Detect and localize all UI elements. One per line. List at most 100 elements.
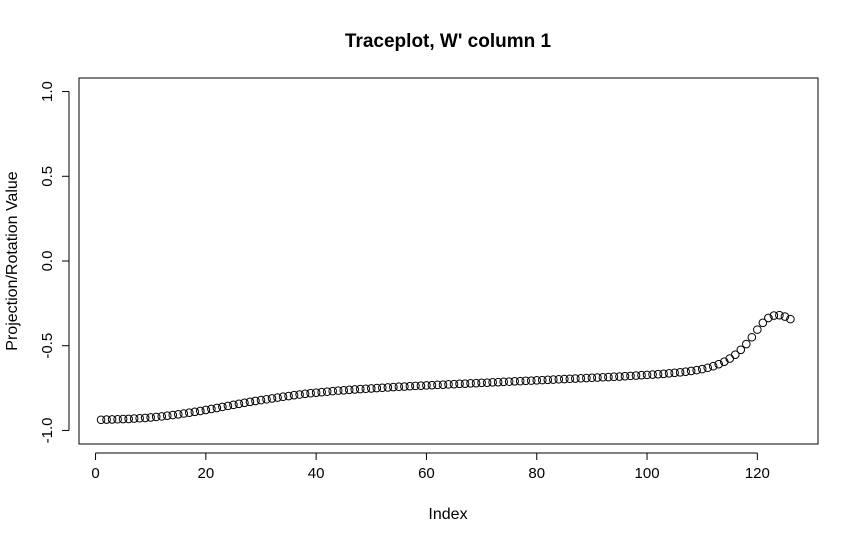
data-point [554, 374, 564, 384]
data-point [714, 359, 724, 369]
data-point [366, 384, 376, 393]
data-point [582, 373, 591, 383]
data-point [328, 386, 337, 396]
data-point [223, 401, 233, 411]
y-tick-label: -1.0 [39, 418, 56, 444]
data-point [537, 375, 547, 385]
data-point [372, 383, 382, 393]
data-point [118, 414, 128, 424]
data-point [626, 371, 635, 381]
data-point [703, 363, 713, 373]
data-point [615, 372, 624, 381]
data-point [218, 402, 227, 412]
data-point [107, 415, 117, 424]
data-point [493, 377, 503, 387]
data-point [278, 392, 288, 402]
data-point [747, 332, 757, 342]
data-point [548, 375, 558, 384]
data-point [251, 396, 260, 406]
data-point [389, 382, 398, 392]
data-point [675, 368, 685, 377]
data-point [642, 370, 652, 380]
data-point [140, 413, 150, 423]
x-tick-label: 20 [197, 465, 214, 482]
data-point [526, 376, 536, 385]
data-point [339, 385, 349, 395]
data-point [769, 311, 779, 320]
data-point [681, 367, 690, 376]
data-point [504, 377, 514, 386]
y-tick-label: 0.0 [39, 251, 56, 272]
data-point [256, 395, 266, 405]
data-point [344, 385, 354, 395]
x-tick-label: 60 [418, 465, 435, 482]
data-point [455, 379, 464, 389]
data-point [157, 412, 167, 421]
data-point [471, 378, 481, 388]
data-point [758, 318, 768, 328]
data-point [460, 379, 470, 388]
data-point [730, 350, 740, 360]
data-point [742, 339, 751, 349]
data-point [692, 365, 701, 375]
data-point [427, 380, 437, 390]
data-point [306, 388, 315, 398]
chart-title: Traceplot, W' column 1 [345, 31, 552, 52]
data-point [361, 384, 371, 394]
data-point [565, 374, 575, 384]
data-point [753, 325, 762, 334]
data-point [521, 376, 531, 386]
data-point [317, 387, 326, 397]
data-point [786, 314, 795, 324]
data-point [190, 407, 200, 417]
data-point [515, 376, 525, 386]
data-point [571, 374, 580, 383]
y-tick-label: -0.5 [39, 333, 56, 359]
data-point [273, 393, 282, 402]
x-tick-label: 40 [308, 465, 325, 482]
data-point [378, 383, 387, 393]
data-point [212, 403, 222, 413]
data-point [168, 410, 178, 420]
data-point [207, 404, 216, 414]
data-point [560, 374, 569, 384]
data-point [477, 378, 486, 388]
x-axis-label: Index [428, 506, 467, 523]
data-point [587, 373, 597, 383]
data-point [284, 391, 293, 401]
data-point [400, 382, 409, 391]
data-point [322, 387, 332, 396]
data-point [598, 372, 608, 382]
data-point [686, 366, 696, 376]
data-point [510, 377, 519, 386]
data-point [124, 414, 133, 424]
x-axis: 0 20 40 60 80 100 120 [91, 452, 770, 482]
data-point [311, 388, 321, 397]
data-point [659, 369, 668, 379]
data-point [466, 379, 475, 388]
data-point [780, 312, 790, 321]
data-point [113, 414, 122, 424]
data-point [102, 415, 111, 424]
data-point [300, 389, 310, 399]
data-point [488, 378, 497, 387]
data-point [240, 398, 249, 408]
y-axis: -1.0 -0.5 0.0 0.5 1.0 [39, 81, 70, 444]
data-point [532, 375, 542, 385]
data-point [620, 371, 630, 381]
data-point [416, 381, 426, 391]
data-point [295, 390, 304, 399]
data-point [405, 381, 415, 391]
data-point [262, 394, 271, 404]
data-point [482, 378, 492, 387]
data-point [185, 408, 194, 417]
x-tick-label: 0 [91, 465, 99, 482]
data-point [648, 370, 657, 379]
data-point [708, 361, 718, 371]
data-point [333, 386, 343, 395]
data-point [499, 377, 508, 387]
data-point [543, 375, 553, 385]
data-point [593, 373, 602, 382]
data-point [449, 379, 459, 389]
